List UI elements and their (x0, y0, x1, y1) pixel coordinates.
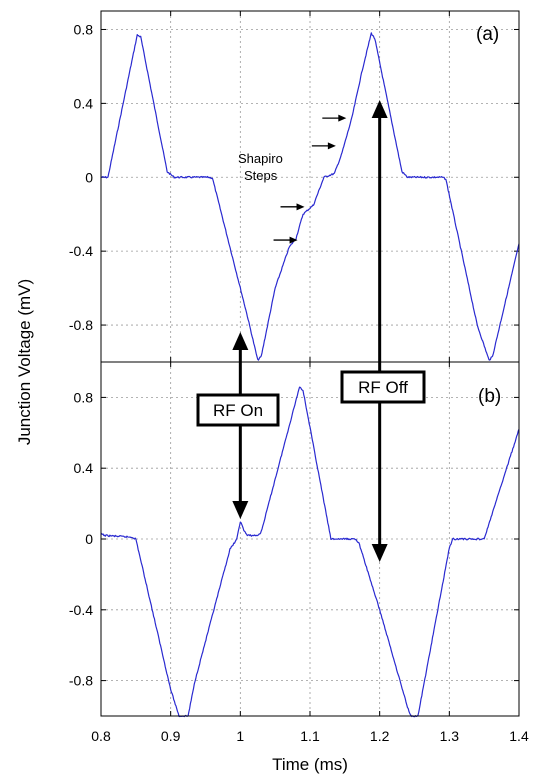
y-tick-label: -0.4 (69, 602, 93, 618)
x-tick-label: 1.2 (370, 728, 390, 744)
rf-off-callout: RF Off (340, 370, 426, 404)
rf-off-box (340, 370, 426, 404)
rf-on-box (196, 393, 280, 427)
voltage-trace-a (100, 32, 520, 361)
panel-b: 0.8 0.4 0 -0.4 -0.8 (b) (69, 361, 520, 718)
shapiro-step-arrow (322, 114, 347, 122)
y-tick-label: 0.4 (74, 95, 94, 111)
y-tick-label: -0.8 (69, 673, 93, 689)
y-tick-label: 0.4 (74, 460, 94, 476)
rf-off-label: RF Off (358, 378, 408, 397)
rf-on-label: RF On (213, 401, 263, 420)
shapiro-step-arrows (273, 114, 347, 244)
y-tick-label: -0.4 (69, 243, 93, 259)
shapiro-step-arrow (273, 236, 298, 244)
x-tick-label: 1.4 (509, 728, 529, 744)
grid-a (100, 11, 520, 362)
shapiro-label-line1: Shapiro (238, 151, 283, 166)
x-axis-title: Time (ms) (272, 755, 348, 774)
voltage-trace-b (100, 386, 520, 718)
x-tick-label: 1.1 (300, 728, 320, 744)
rf-off-arrow (371, 100, 388, 562)
plot-frame-b (100, 361, 520, 717)
rf-on-callout: RF On (196, 393, 280, 427)
panel-a: 0.8 0.4 0 -0.4 -0.8 (a) Shapiro Steps (69, 10, 520, 363)
y-tick-label: 0.8 (74, 389, 94, 405)
y-ticks-a: 0.8 0.4 0 -0.4 -0.8 (69, 21, 93, 333)
y-tick-label: 0 (85, 169, 93, 185)
x-tick-label: 1.3 (440, 728, 460, 744)
panel-label-b: (b) (478, 386, 501, 407)
y-tick-label: -0.8 (69, 317, 93, 333)
y-ticks-b: 0.8 0.4 0 -0.4 -0.8 (69, 389, 93, 688)
x-tick-label: 0.9 (161, 728, 181, 744)
x-ticks: 0.8 0.9 1 1.1 1.2 1.3 1.4 (91, 728, 529, 744)
y-tick-label: 0 (85, 531, 93, 547)
shapiro-step-arrow (311, 142, 336, 150)
x-tick-label: 0.8 (91, 728, 111, 744)
x-tick-label: 1 (236, 728, 244, 744)
shapiro-label-line2: Steps (244, 168, 278, 183)
panel-label-a: (a) (476, 24, 499, 45)
y-axis-title: Junction Voltage (mV) (15, 279, 34, 445)
y-tick-label: 0.8 (74, 21, 94, 37)
shapiro-step-arrow (280, 203, 305, 211)
